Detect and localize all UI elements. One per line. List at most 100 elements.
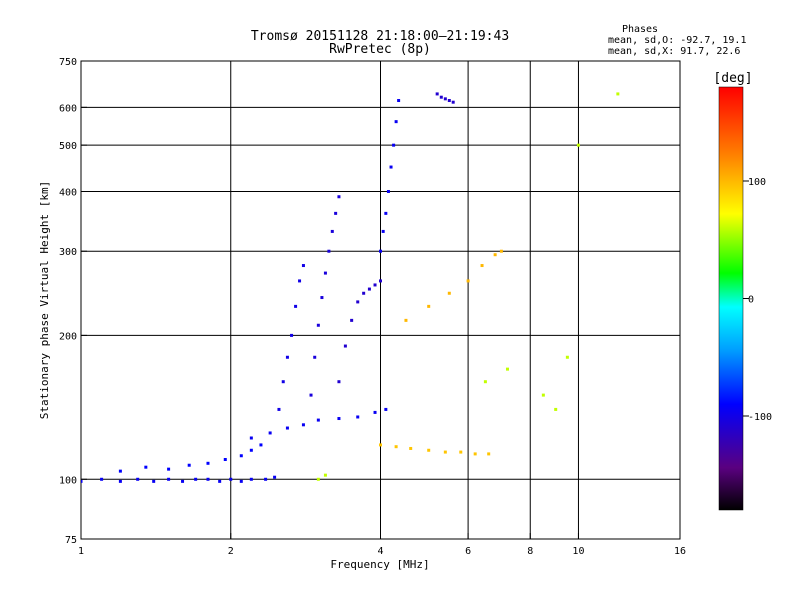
data-point [136,477,140,481]
data-point [409,446,413,450]
data-point [194,477,198,481]
data-point [483,380,487,384]
data-point [187,463,191,467]
data-point [181,479,185,483]
data-point [439,95,443,99]
y-axis: 75 100 200 300 400 500 600 750 [59,57,87,546]
data-point [330,229,334,233]
data-point [144,465,148,469]
data-point [367,287,371,291]
colorbar-unit: [deg] [713,71,752,86]
data-point [285,426,289,430]
data-point [350,318,354,322]
data-point [285,355,289,359]
x-tick-label: 6 [465,546,471,557]
data-point [389,165,393,169]
data-point [493,253,497,257]
data-point [356,415,360,419]
data-point [443,97,447,101]
data-point [505,367,509,371]
grid-lines [81,61,680,539]
x-tick-label: 10 [572,546,584,557]
data-point [554,407,558,411]
data-point [249,448,253,452]
x-tick-label: 2 [228,546,234,557]
data-point [443,450,447,454]
data-point [435,92,439,96]
data-point [249,436,253,440]
data-point [264,477,268,481]
data-point [320,296,324,300]
data-point [301,264,305,268]
data-point [397,99,401,103]
data-point [384,407,388,411]
x-tick-label: 1 [78,546,84,557]
data-point [541,393,545,397]
data-point [152,479,156,483]
chart-subtitle: RwPretec (8p) [329,42,431,57]
data-point [290,333,294,337]
x-tick-label: 4 [377,546,383,557]
data-point [337,417,341,421]
y-tick-label: 750 [59,57,77,68]
data-point [100,477,104,481]
colorbar-tick-label: -100 [748,412,772,423]
y-tick-label: 500 [59,141,77,152]
data-point [356,300,360,304]
data-point [229,477,233,481]
data-point [206,461,210,465]
data-point [427,304,431,308]
data-point [394,120,398,124]
y-tick-label: 200 [59,331,77,342]
data-point [379,443,382,447]
data-point [373,410,377,414]
data-point [576,143,580,147]
stats-heading: Phases [622,24,658,35]
y-tick-label: 400 [59,187,77,198]
data-point [301,423,305,427]
data-point [218,479,222,483]
data-point [466,279,470,283]
colorbar-tick-label: 100 [748,177,766,188]
data-point [298,279,302,283]
data-point [309,393,313,397]
data-point [81,479,83,483]
data-point [404,318,408,322]
data-point [268,431,272,435]
data-point [239,479,243,483]
colorbar [718,86,744,511]
data-point [167,467,171,471]
data-point [337,195,341,199]
data-point [616,92,620,96]
data-point [334,211,338,215]
data-point [206,477,210,481]
data-point [386,189,390,193]
data-point [384,211,388,215]
data-point [362,291,366,295]
data-point [451,100,455,104]
data-point [118,469,122,473]
data-point [316,418,320,422]
data-point [379,249,382,253]
data-point [273,475,277,479]
x-tick-label: 8 [527,546,533,557]
data-point [499,249,503,253]
data-point [281,380,285,384]
data-point [337,380,341,384]
data-point [381,229,385,233]
y-tick-label: 100 [59,475,77,486]
data-point [565,355,569,359]
stats-x: mean, sd,X: 91.7, 22.6 [608,46,740,57]
data-point [313,355,317,359]
data-point [427,448,431,452]
data-point [323,271,327,275]
data-points [81,92,620,483]
data-point [447,99,451,103]
data-point [343,344,347,348]
colorbar-ticks: 100 0 -100 [743,177,772,423]
data-point [223,457,227,461]
data-point [323,473,327,477]
data-point [487,452,491,456]
data-point [473,452,477,456]
data-point [249,477,253,481]
